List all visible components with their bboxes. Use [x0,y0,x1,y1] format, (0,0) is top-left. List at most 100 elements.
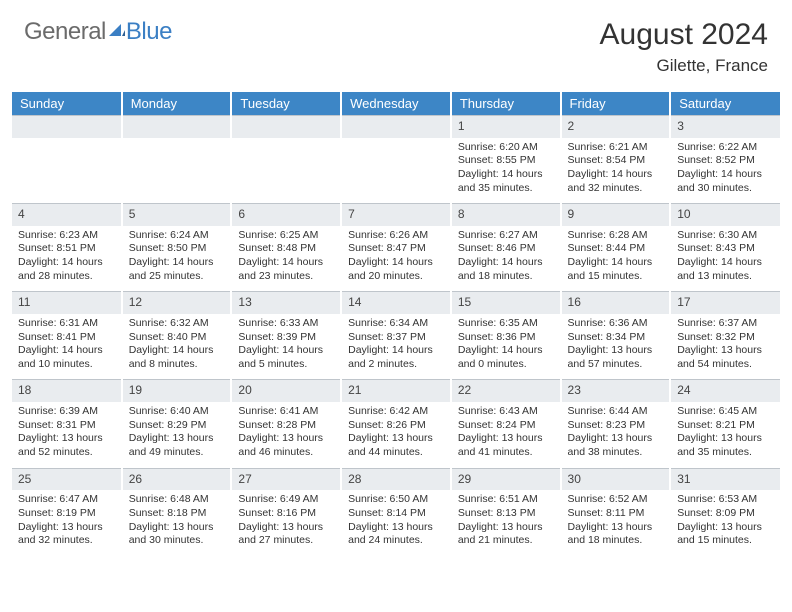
daylight-line: Daylight: 14 hours and 32 minutes. [568,168,664,195]
day-body: Sunrise: 6:50 AMSunset: 8:14 PMDaylight:… [342,490,450,554]
day-number: 25 [12,468,121,491]
sunset-line: Sunset: 8:32 PM [677,331,774,345]
sunset-line: Sunset: 8:29 PM [129,419,225,433]
day-number: 19 [123,379,231,402]
day-number: 28 [342,468,450,491]
sunrise-line: Sunrise: 6:30 AM [677,229,774,243]
sunrise-line: Sunrise: 6:22 AM [677,141,774,155]
day-body: Sunrise: 6:28 AMSunset: 8:44 PMDaylight:… [562,226,670,290]
weekday-header: Monday [122,92,232,115]
sunrise-line: Sunrise: 6:33 AM [238,317,334,331]
calendar-day: 17Sunrise: 6:37 AMSunset: 8:32 PMDayligh… [670,290,780,378]
day-number [232,115,340,138]
sunset-line: Sunset: 8:46 PM [458,242,554,256]
sunset-line: Sunset: 8:47 PM [348,242,444,256]
sunset-line: Sunset: 8:16 PM [238,507,334,521]
sunset-line: Sunset: 8:51 PM [18,242,115,256]
sunset-line: Sunset: 8:09 PM [677,507,774,521]
calendar-day: 3Sunrise: 6:22 AMSunset: 8:52 PMDaylight… [670,115,780,202]
sunset-line: Sunset: 8:31 PM [18,419,115,433]
daylight-line: Daylight: 14 hours and 15 minutes. [568,256,664,283]
sunset-line: Sunset: 8:44 PM [568,242,664,256]
calendar-day: 6Sunrise: 6:25 AMSunset: 8:48 PMDaylight… [231,202,341,290]
brand-blue: Blue [126,18,172,46]
day-number: 20 [232,379,340,402]
day-body: Sunrise: 6:22 AMSunset: 8:52 PMDaylight:… [671,138,780,202]
daylight-line: Daylight: 13 hours and 41 minutes. [458,432,554,459]
day-number: 12 [123,291,231,314]
sunrise-line: Sunrise: 6:41 AM [238,405,334,419]
calendar-day: 29Sunrise: 6:51 AMSunset: 8:13 PMDayligh… [451,467,561,555]
sunset-line: Sunset: 8:23 PM [568,419,664,433]
day-number: 10 [671,203,780,226]
day-body: Sunrise: 6:45 AMSunset: 8:21 PMDaylight:… [671,402,780,466]
sunset-line: Sunset: 8:39 PM [238,331,334,345]
sunrise-line: Sunrise: 6:27 AM [458,229,554,243]
calendar-day: 24Sunrise: 6:45 AMSunset: 8:21 PMDayligh… [670,378,780,466]
calendar-day: 22Sunrise: 6:43 AMSunset: 8:24 PMDayligh… [451,378,561,466]
day-body: Sunrise: 6:27 AMSunset: 8:46 PMDaylight:… [452,226,560,290]
calendar-day: 19Sunrise: 6:40 AMSunset: 8:29 PMDayligh… [122,378,232,466]
calendar-day: 7Sunrise: 6:26 AMSunset: 8:47 PMDaylight… [341,202,451,290]
day-body: Sunrise: 6:39 AMSunset: 8:31 PMDaylight:… [12,402,121,466]
daylight-line: Daylight: 14 hours and 10 minutes. [18,344,115,371]
sunset-line: Sunset: 8:36 PM [458,331,554,345]
weekday-header: Saturday [670,92,780,115]
daylight-line: Daylight: 13 hours and 38 minutes. [568,432,664,459]
sunrise-line: Sunrise: 6:31 AM [18,317,115,331]
day-body: Sunrise: 6:20 AMSunset: 8:55 PMDaylight:… [452,138,560,202]
sunset-line: Sunset: 8:19 PM [18,507,115,521]
sunset-line: Sunset: 8:28 PM [238,419,334,433]
sunrise-line: Sunrise: 6:50 AM [348,493,444,507]
weekday-header: Friday [561,92,671,115]
sunrise-line: Sunrise: 6:32 AM [129,317,225,331]
calendar-empty [12,115,122,202]
sunrise-line: Sunrise: 6:21 AM [568,141,664,155]
sunset-line: Sunset: 8:48 PM [238,242,334,256]
daylight-line: Daylight: 13 hours and 24 minutes. [348,521,444,548]
day-body: Sunrise: 6:34 AMSunset: 8:37 PMDaylight:… [342,314,450,378]
calendar-day: 5Sunrise: 6:24 AMSunset: 8:50 PMDaylight… [122,202,232,290]
calendar-day: 10Sunrise: 6:30 AMSunset: 8:43 PMDayligh… [670,202,780,290]
daylight-line: Daylight: 13 hours and 46 minutes. [238,432,334,459]
calendar-row: 18Sunrise: 6:39 AMSunset: 8:31 PMDayligh… [12,378,780,466]
sunset-line: Sunset: 8:34 PM [568,331,664,345]
day-number: 14 [342,291,450,314]
daylight-line: Daylight: 14 hours and 2 minutes. [348,344,444,371]
sunset-line: Sunset: 8:41 PM [18,331,115,345]
day-body: Sunrise: 6:40 AMSunset: 8:29 PMDaylight:… [123,402,231,466]
calendar-empty [341,115,451,202]
day-number: 7 [342,203,450,226]
page-header: General Blue August 2024 Gilette, France [0,0,792,84]
day-body: Sunrise: 6:21 AMSunset: 8:54 PMDaylight:… [562,138,670,202]
sunrise-line: Sunrise: 6:47 AM [18,493,115,507]
calendar-day: 9Sunrise: 6:28 AMSunset: 8:44 PMDaylight… [561,202,671,290]
calendar-day: 26Sunrise: 6:48 AMSunset: 8:18 PMDayligh… [122,467,232,555]
day-number: 13 [232,291,340,314]
day-number: 15 [452,291,560,314]
calendar-day: 30Sunrise: 6:52 AMSunset: 8:11 PMDayligh… [561,467,671,555]
calendar-day: 11Sunrise: 6:31 AMSunset: 8:41 PMDayligh… [12,290,122,378]
day-number: 29 [452,468,560,491]
sunrise-line: Sunrise: 6:23 AM [18,229,115,243]
day-body: Sunrise: 6:51 AMSunset: 8:13 PMDaylight:… [452,490,560,554]
day-body: Sunrise: 6:36 AMSunset: 8:34 PMDaylight:… [562,314,670,378]
day-body [12,138,121,196]
calendar-day: 27Sunrise: 6:49 AMSunset: 8:16 PMDayligh… [231,467,341,555]
daylight-line: Daylight: 14 hours and 5 minutes. [238,344,334,371]
day-body: Sunrise: 6:25 AMSunset: 8:48 PMDaylight:… [232,226,340,290]
weekday-header: Tuesday [231,92,341,115]
day-body: Sunrise: 6:35 AMSunset: 8:36 PMDaylight:… [452,314,560,378]
calendar-empty [231,115,341,202]
calendar-row: 4Sunrise: 6:23 AMSunset: 8:51 PMDaylight… [12,202,780,290]
sunrise-line: Sunrise: 6:45 AM [677,405,774,419]
calendar-day: 14Sunrise: 6:34 AMSunset: 8:37 PMDayligh… [341,290,451,378]
calendar-day: 31Sunrise: 6:53 AMSunset: 8:09 PMDayligh… [670,467,780,555]
daylight-line: Daylight: 13 hours and 44 minutes. [348,432,444,459]
day-number [12,115,121,138]
day-body: Sunrise: 6:41 AMSunset: 8:28 PMDaylight:… [232,402,340,466]
daylight-line: Daylight: 13 hours and 32 minutes. [18,521,115,548]
day-body: Sunrise: 6:52 AMSunset: 8:11 PMDaylight:… [562,490,670,554]
day-number: 23 [562,379,670,402]
weekday-header-row: SundayMondayTuesdayWednesdayThursdayFrid… [12,92,780,115]
